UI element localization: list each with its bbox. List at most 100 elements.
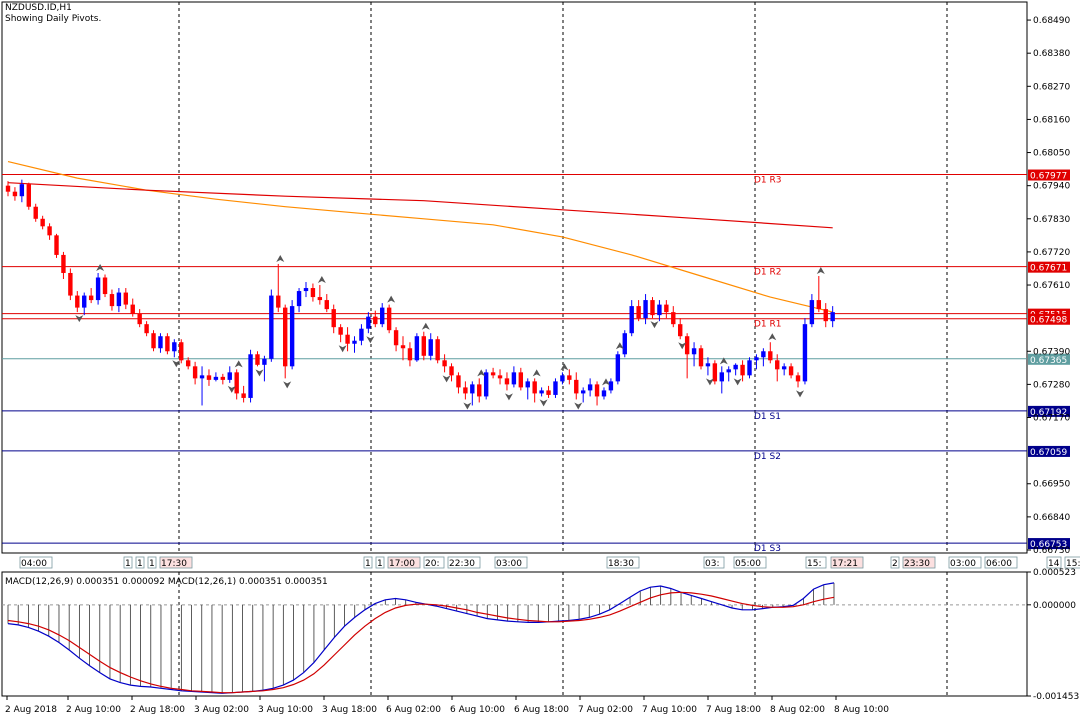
candle-body[interactable]: [629, 306, 634, 334]
candle-body[interactable]: [82, 295, 87, 308]
candle-body[interactable]: [303, 288, 309, 292]
candle-body[interactable]: [276, 295, 281, 308]
time-chip[interactable]: [902, 556, 936, 569]
candle-body[interactable]: [726, 369, 731, 373]
candle-body[interactable]: [386, 307, 392, 331]
candle-body[interactable]: [775, 360, 780, 370]
candle-body[interactable]: [310, 288, 316, 298]
candle-body[interactable]: [470, 384, 475, 394]
time-chip[interactable]: [423, 556, 445, 569]
candle-body[interactable]: [594, 384, 600, 397]
candle-body[interactable]: [518, 372, 524, 388]
candle-body[interactable]: [442, 360, 447, 367]
candle-body[interactable]: [657, 304, 662, 316]
candle-body[interactable]: [317, 297, 323, 301]
candle-body[interactable]: [622, 333, 627, 355]
time-chip[interactable]: [948, 556, 982, 569]
candle-body[interactable]: [650, 300, 655, 316]
candle-body[interactable]: [227, 372, 232, 380]
candle-body[interactable]: [26, 184, 31, 207]
candle-body[interactable]: [296, 291, 302, 307]
time-chip[interactable]: [135, 556, 145, 569]
candle-body[interactable]: [747, 360, 752, 376]
candle-body[interactable]: [220, 376, 226, 380]
time-chip[interactable]: [123, 556, 133, 569]
candle-body[interactable]: [213, 376, 219, 380]
candle-body[interactable]: [553, 381, 558, 395]
candle-body[interactable]: [380, 307, 385, 325]
candle-body[interactable]: [795, 375, 801, 382]
time-chip[interactable]: [830, 556, 864, 569]
time-chip[interactable]: [19, 556, 53, 569]
time-chip[interactable]: [703, 556, 725, 569]
time-chip[interactable]: [494, 556, 528, 569]
candle-body[interactable]: [262, 358, 267, 365]
candle-body[interactable]: [684, 336, 690, 355]
candle-body[interactable]: [615, 354, 621, 382]
candle-body[interactable]: [504, 378, 510, 385]
candle-body[interactable]: [664, 304, 669, 313]
time-chip[interactable]: [147, 556, 157, 569]
candle-body[interactable]: [560, 375, 565, 382]
candle-body[interactable]: [109, 294, 115, 307]
candle-body[interactable]: [95, 277, 101, 301]
candle-body[interactable]: [761, 351, 766, 358]
candle-body[interactable]: [158, 336, 163, 349]
candle-body[interactable]: [366, 316, 371, 329]
candle-body[interactable]: [525, 381, 530, 388]
candle-body[interactable]: [671, 312, 676, 325]
candle-body[interactable]: [179, 342, 184, 361]
candle-body[interactable]: [740, 364, 745, 376]
candle-body[interactable]: [151, 333, 156, 349]
candle-body[interactable]: [809, 300, 815, 325]
candle-body[interactable]: [338, 327, 343, 335]
candle-body[interactable]: [587, 384, 593, 391]
candle-body[interactable]: [691, 348, 697, 355]
candle-body[interactable]: [816, 300, 822, 310]
candle-body[interactable]: [373, 316, 378, 325]
candle-body[interactable]: [705, 363, 711, 367]
candle-body[interactable]: [359, 328, 364, 341]
candle-body[interactable]: [546, 390, 551, 395]
time-chip[interactable]: [1064, 556, 1080, 569]
candle-body[interactable]: [352, 340, 357, 344]
candle-body[interactable]: [172, 342, 177, 352]
candle-body[interactable]: [269, 295, 274, 359]
candle-body[interactable]: [428, 339, 433, 356]
candle-body[interactable]: [331, 309, 336, 328]
time-chip[interactable]: [606, 556, 640, 569]
candle-body[interactable]: [435, 339, 440, 361]
candle-body[interactable]: [5, 185, 11, 192]
time-chip[interactable]: [375, 556, 385, 569]
time-chip[interactable]: [733, 556, 767, 569]
candle-body[interactable]: [483, 372, 489, 397]
candle-body[interactable]: [33, 206, 38, 219]
time-chip[interactable]: [159, 556, 193, 569]
candle-body[interactable]: [130, 304, 135, 314]
candle-body[interactable]: [40, 218, 45, 227]
time-chip[interactable]: [805, 556, 827, 569]
candle-body[interactable]: [788, 366, 794, 376]
candle-body[interactable]: [567, 375, 572, 380]
candle-body[interactable]: [719, 372, 724, 382]
candle-body[interactable]: [289, 306, 295, 367]
candle-body[interactable]: [698, 348, 704, 367]
candle-body[interactable]: [12, 191, 18, 197]
candle-body[interactable]: [643, 300, 648, 319]
candle-body[interactable]: [511, 372, 517, 385]
candle-body[interactable]: [400, 345, 406, 349]
candle-body[interactable]: [608, 381, 614, 391]
candle-body[interactable]: [123, 292, 129, 305]
candle-body[interactable]: [463, 387, 468, 394]
candle-body[interactable]: [102, 277, 108, 295]
candle-body[interactable]: [733, 364, 738, 370]
candle-body[interactable]: [185, 360, 191, 367]
candle-body[interactable]: [19, 184, 25, 197]
candle-body[interactable]: [324, 300, 329, 310]
time-chip[interactable]: [387, 556, 421, 569]
candle-body[interactable]: [539, 390, 544, 394]
candle-body[interactable]: [781, 366, 787, 370]
candle-body[interactable]: [477, 384, 482, 397]
